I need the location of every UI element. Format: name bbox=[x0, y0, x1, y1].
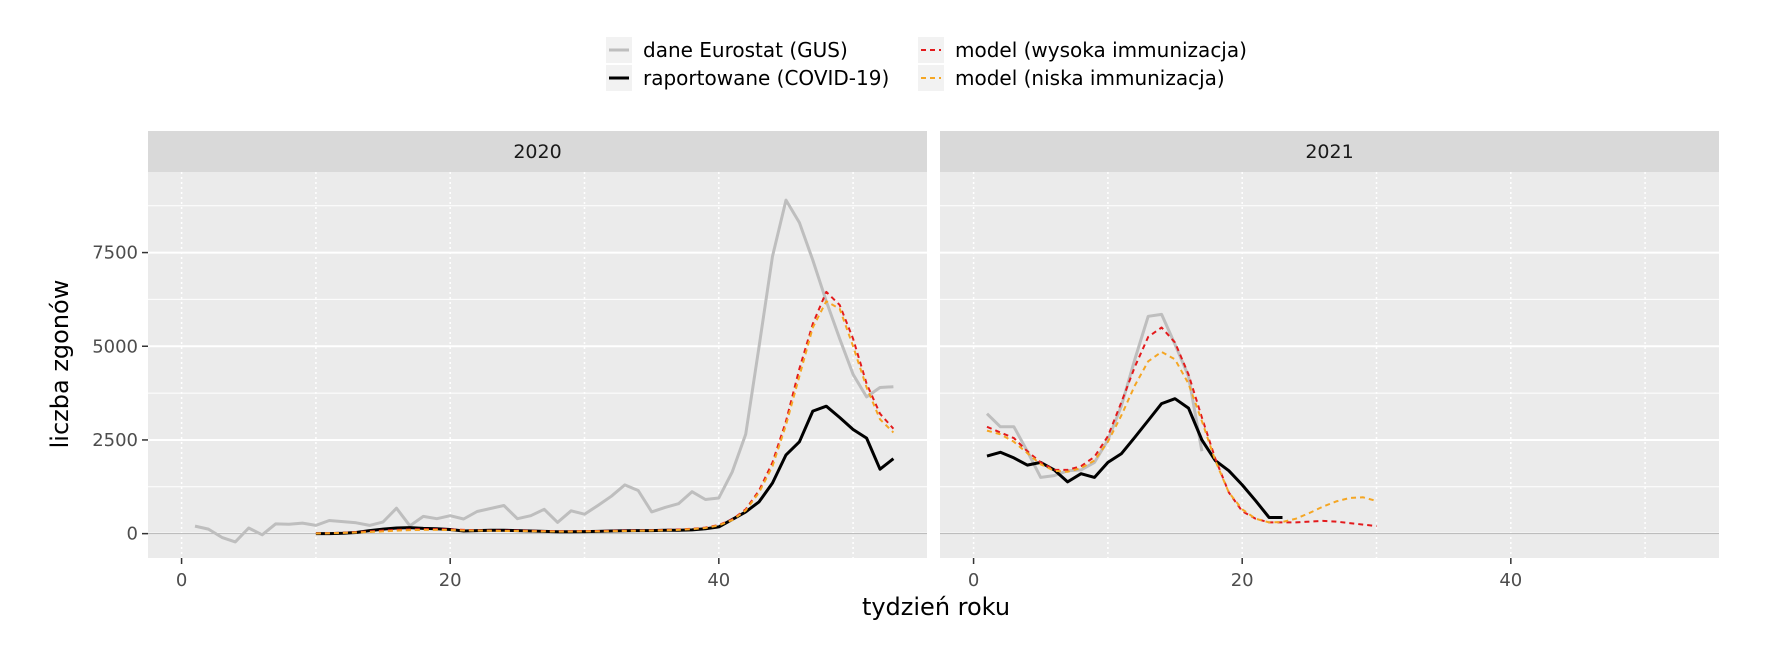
legend: dane Eurostat (GUS) raportowane (COVID-19… bbox=[606, 37, 1247, 91]
legend-item: dane Eurostat (GUS) bbox=[606, 37, 848, 63]
x-tick-label: 0 bbox=[176, 570, 187, 591]
y-tick-label: 2500 bbox=[92, 430, 138, 451]
series-line-model-wysoka-immunizacja- bbox=[986, 326, 1377, 528]
legend-label: model (niska immunizacja) bbox=[955, 66, 1225, 90]
series-line-raportowane-covid-19- bbox=[986, 397, 1283, 519]
x-tick-label: 0 bbox=[968, 570, 979, 591]
x-axis-title: tydzień roku bbox=[862, 593, 1010, 621]
y-tick-label: 5000 bbox=[92, 336, 138, 357]
y-tick-label: 0 bbox=[127, 524, 138, 545]
legend-item: model (niska immunizacja) bbox=[918, 65, 1225, 91]
panel-2020: 2020 bbox=[148, 131, 927, 558]
y-axis-title: liczba zgonów bbox=[46, 280, 74, 449]
series-line-model-niska-immunizacja- bbox=[986, 350, 1377, 524]
legend-item: model (wysoka immunizacja) bbox=[918, 37, 1247, 63]
x-tick-label: 20 bbox=[439, 570, 462, 591]
panel-background bbox=[940, 172, 1719, 558]
x-tick-label: 20 bbox=[1231, 570, 1254, 591]
y-axis: 0 2500 5000 7500 bbox=[92, 243, 148, 545]
legend-label: raportowane (COVID-19) bbox=[643, 66, 889, 90]
panels: 2020 2021 bbox=[148, 131, 1719, 558]
panel-background bbox=[148, 172, 927, 558]
x-tick-label: 40 bbox=[1499, 570, 1522, 591]
panel-strip-label: 2020 bbox=[513, 141, 561, 163]
legend-label: model (wysoka immunizacja) bbox=[955, 38, 1247, 62]
panel-strip-label: 2021 bbox=[1305, 141, 1353, 163]
panel-2021: 2021 bbox=[940, 131, 1719, 558]
series-line-dane-eurostat-gus- bbox=[985, 312, 1204, 479]
series-line-dane-eurostat-gus- bbox=[194, 198, 894, 544]
y-tick-label: 7500 bbox=[92, 243, 138, 264]
panel-strip bbox=[940, 131, 1719, 172]
legend-label: dane Eurostat (GUS) bbox=[643, 38, 848, 62]
legend-item: raportowane (COVID-19) bbox=[606, 65, 889, 91]
x-axis: 0 20 40 0 20 40 bbox=[176, 558, 1522, 591]
x-tick-label: 40 bbox=[707, 570, 730, 591]
series-line-model-niska-immunizacja- bbox=[315, 300, 895, 535]
panel-strip bbox=[148, 131, 927, 172]
